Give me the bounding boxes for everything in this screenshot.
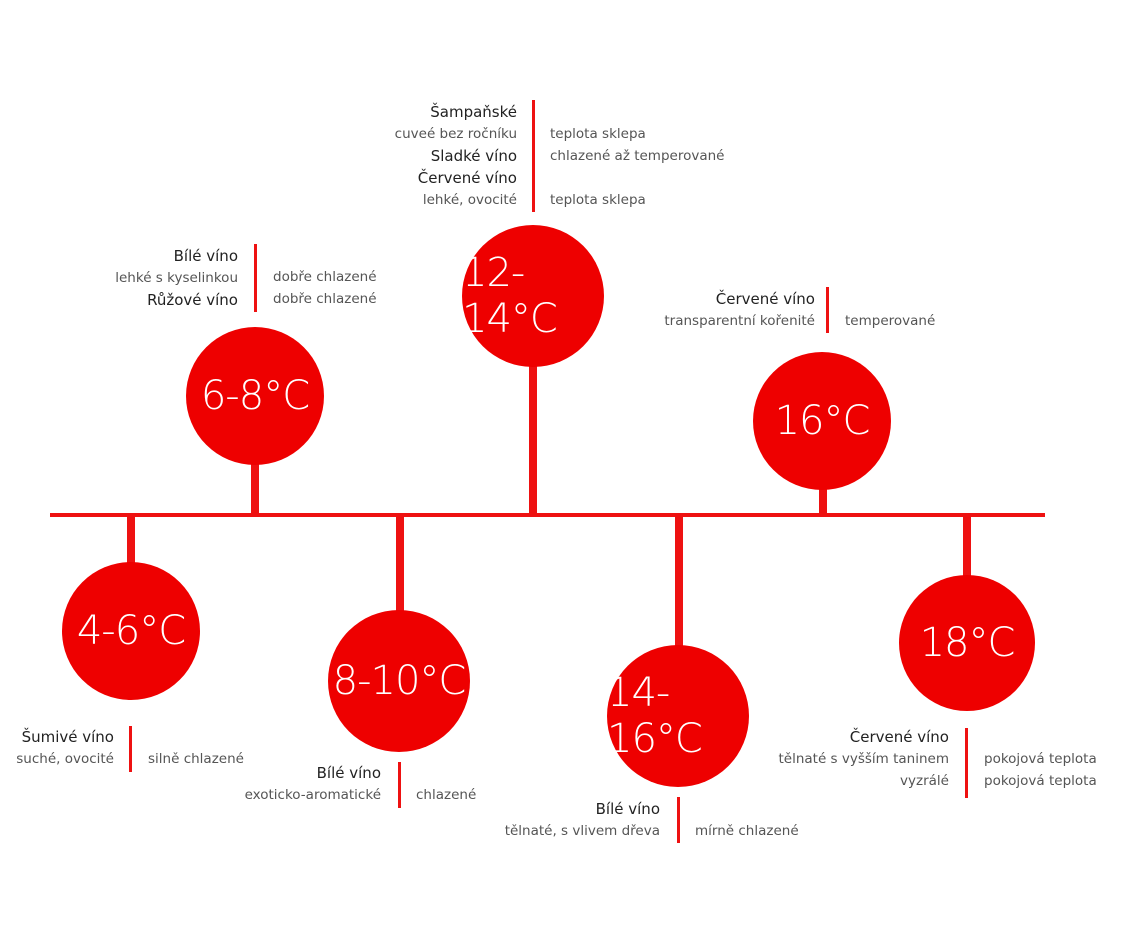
temp-label: 4-6°C: [76, 608, 186, 654]
wine-name: Bílé víno: [316, 764, 381, 782]
temp-label: 18°C: [919, 620, 1016, 666]
temp-label: 12-14°C: [462, 250, 558, 342]
temp-circle-8-10: 8-10°C: [328, 610, 470, 752]
serving-values-8-10: chlazené: [416, 784, 476, 806]
stem-14-16: [675, 515, 683, 650]
wine-name: Sladké víno: [430, 147, 517, 165]
wine-name: Šampaňské: [430, 103, 517, 121]
wine-name: Šumivé víno: [21, 728, 114, 746]
stem-8-10: [396, 515, 404, 615]
wine-desc: lehké, ovocité: [422, 192, 517, 208]
wine-desc: transparentní kořenité: [664, 313, 815, 329]
serving-value: temperované: [845, 313, 936, 329]
wine-desc: exoticko-aromatické: [244, 787, 381, 803]
temp-circle-12-14: 12-14°C: [462, 225, 604, 367]
serving-value: pokojová teplota: [984, 773, 1097, 789]
serving-value: teplota sklepa: [550, 126, 646, 142]
separator-16: [826, 287, 829, 333]
stem-4-6: [127, 515, 135, 565]
wine-desc: tělnaté s vyšším taninem: [778, 751, 949, 767]
wine-labels-4-6: Šumivé víno suché, ovocité: [16, 726, 114, 770]
serving-values-4-6: silně chlazené: [148, 748, 244, 770]
serving-value: chlazené až temperované: [550, 148, 725, 164]
wine-name: Červené víno: [417, 169, 517, 187]
wine-labels-6-8: Bílé víno lehké s kyselinkou Růžové víno: [115, 245, 238, 311]
serving-values-12-14: teplota sklepa chlazené až temperované t…: [550, 123, 724, 211]
serving-values-16: temperované: [845, 310, 935, 332]
temp-label: 14-16°C: [607, 670, 703, 762]
wine-desc: vyzrálé: [900, 773, 949, 789]
separator-18: [965, 728, 968, 798]
wine-desc: lehké s kyselinkou: [115, 270, 238, 286]
serving-value: mírně chlazené: [695, 823, 799, 839]
serving-values-14-16: mírně chlazené: [695, 820, 799, 842]
timeline-axis: [50, 513, 1045, 517]
temp-label: 16°C: [774, 398, 871, 444]
temp-label: 8-10°C: [332, 658, 467, 704]
wine-labels-14-16: Bílé víno tělnaté, s vlivem dřeva: [505, 798, 660, 842]
stem-18: [963, 515, 971, 580]
serving-value: teplota sklepa: [550, 192, 646, 208]
wine-labels-12-14: Šampaňské cuveé bez ročníku Sladké víno …: [395, 101, 517, 211]
serving-value: silně chlazené: [148, 751, 244, 767]
stem-12-14: [529, 365, 537, 515]
wine-desc: tělnaté, s vlivem dřeva: [504, 823, 660, 839]
serving-value: dobře chlazené: [273, 269, 377, 285]
separator-6-8: [254, 244, 257, 312]
wine-desc: suché, ovocité: [16, 751, 114, 767]
wine-labels-8-10: Bílé víno exoticko-aromatické: [245, 762, 381, 806]
wine-name: Bílé víno: [595, 800, 660, 818]
wine-name: Bílé víno: [173, 247, 238, 265]
separator-4-6: [129, 726, 132, 772]
separator-8-10: [398, 762, 401, 808]
temp-label: 6-8°C: [200, 373, 310, 419]
wine-desc: cuveé bez ročníku: [394, 126, 517, 142]
wine-name: Růžové víno: [147, 291, 238, 309]
serving-values-6-8: dobře chlazené dobře chlazené: [273, 266, 377, 310]
separator-12-14: [532, 100, 535, 212]
temp-circle-16: 16°C: [753, 352, 891, 490]
stem-6-8: [251, 460, 259, 515]
serving-values-18: pokojová teplota pokojová teplota: [984, 748, 1097, 792]
separator-14-16: [677, 797, 680, 843]
temp-circle-14-16: 14-16°C: [607, 645, 749, 787]
wine-name: Červené víno: [849, 728, 949, 746]
temp-circle-6-8: 6-8°C: [186, 327, 324, 465]
temp-circle-18: 18°C: [899, 575, 1035, 711]
serving-value: dobře chlazené: [273, 291, 377, 307]
stem-16: [819, 485, 827, 515]
serving-value: chlazené: [416, 787, 477, 803]
wine-labels-18: Červené víno tělnaté s vyšším taninem vy…: [778, 726, 949, 792]
wine-labels-16: Červené víno transparentní kořenité: [664, 288, 815, 332]
serving-value: pokojová teplota: [984, 751, 1097, 767]
wine-name: Červené víno: [715, 290, 815, 308]
temp-circle-4-6: 4-6°C: [62, 562, 200, 700]
